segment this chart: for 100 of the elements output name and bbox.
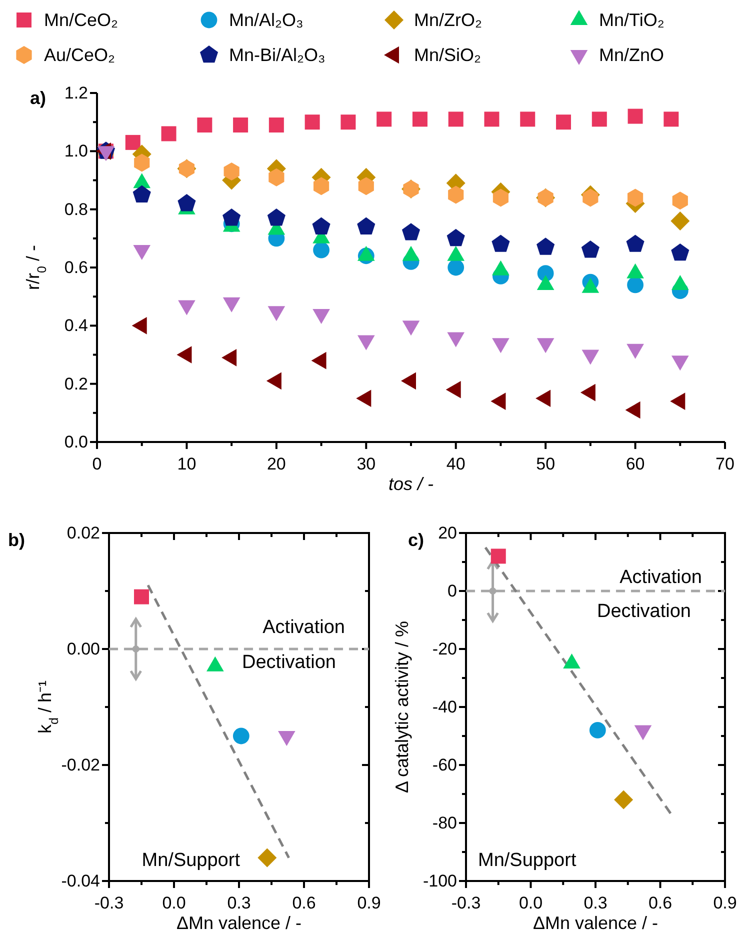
legend-label: Mn/TiO₂ [599, 10, 664, 30]
y-tick-label: 0.4 [64, 316, 88, 336]
point [626, 234, 644, 252]
point [589, 722, 606, 738]
point [134, 154, 150, 172]
point [258, 848, 277, 868]
y-tick-label: -100 [422, 871, 457, 890]
point [313, 242, 330, 258]
point [582, 188, 598, 207]
x-tick-label: 0.0 [162, 894, 186, 913]
point [313, 177, 330, 196]
point [357, 217, 376, 234]
annotation: Activation [620, 567, 702, 588]
legend-label: Au/CeO₂ [44, 45, 116, 65]
point [232, 728, 250, 744]
point [233, 117, 248, 132]
point [268, 168, 284, 186]
annotation: Mn/Support [478, 850, 577, 871]
legend-label: Mn/CeO₂ [44, 10, 118, 30]
point [628, 108, 643, 124]
y-tick-label: 20 [438, 523, 457, 542]
point [340, 114, 356, 130]
x-tick-label: -0.3 [451, 894, 481, 913]
point [614, 790, 634, 810]
point [268, 117, 284, 132]
x-axis-title: tos / - [388, 474, 434, 494]
point [448, 259, 464, 276]
x-tick-label: 20 [266, 454, 286, 474]
point [448, 112, 464, 127]
chart-title: b) [8, 530, 25, 550]
point [312, 217, 330, 234]
x-tick-label: 0.0 [518, 894, 543, 913]
annotation: Activation [262, 617, 345, 638]
x-tick-label: 0.3 [227, 894, 251, 913]
x-tick-label: -0.3 [94, 894, 124, 913]
point [446, 228, 465, 246]
point [197, 117, 212, 132]
point [492, 188, 509, 207]
point [222, 208, 241, 226]
point [402, 223, 420, 240]
chart-title: a) [30, 88, 46, 108]
x-axis-title: ΔMn valence / - [532, 913, 658, 933]
annotation: Dectivation [597, 601, 691, 622]
x-tick-label: 0.6 [292, 894, 316, 913]
y-tick-label: -40 [432, 697, 457, 716]
legend-label: Mn-Bi/Al₂O₃ [229, 45, 326, 65]
point [125, 134, 140, 150]
x-tick-label: 30 [356, 454, 376, 474]
point [664, 112, 679, 127]
y-tick-label: 0.8 [64, 200, 88, 219]
x-tick-label: 40 [446, 454, 466, 474]
annotation: Dectivation [242, 652, 336, 673]
point [358, 177, 374, 196]
y-tick-label: 1.2 [64, 83, 88, 102]
point [670, 211, 690, 230]
legend-label: Mn/ZrO₂ [414, 10, 482, 30]
legend-label: Mn/SiO₂ [414, 45, 482, 65]
y-tick-label: 0.2 [64, 374, 88, 394]
annotation: Mn/Support [142, 850, 241, 871]
x-tick-label: 0.9 [713, 894, 737, 913]
point [581, 240, 600, 258]
point [627, 276, 644, 294]
x-tick-label: 0.9 [357, 894, 381, 913]
point [592, 112, 607, 127]
point [672, 192, 688, 210]
x-tick-label: 0.6 [648, 894, 672, 913]
point [484, 112, 500, 127]
y-tick-label: 1.0 [64, 142, 88, 161]
point [556, 114, 572, 130]
point [224, 162, 240, 181]
y-tick-label: -60 [432, 755, 457, 774]
point [448, 186, 464, 204]
point [267, 208, 286, 226]
y-tick-label: 0.00 [66, 639, 100, 658]
point [412, 112, 428, 127]
legend-label: Mn/Al₂O₃ [229, 10, 304, 30]
y-tick-label: -80 [432, 813, 457, 832]
y-tick-label: 0.02 [66, 523, 100, 542]
y-tick-label: 0.6 [64, 258, 88, 277]
y-tick-label: 0 [448, 581, 457, 600]
legend-label: Mn/ZnO [599, 45, 664, 65]
point [492, 234, 510, 252]
point [178, 194, 196, 212]
point [134, 589, 149, 604]
point [536, 238, 555, 255]
x-tick-label: 50 [536, 454, 556, 474]
x-tick-label: 70 [716, 454, 734, 474]
chart-title: c) [408, 530, 424, 550]
x-axis-title: ΔMn valence / - [176, 913, 302, 933]
x-tick-label: 10 [177, 454, 196, 474]
y-axis-title: Δ catalytic activity / % [392, 620, 412, 794]
point [304, 114, 320, 130]
point [520, 112, 536, 127]
point [627, 188, 644, 207]
point [376, 112, 392, 127]
x-tick-label: 0.3 [584, 894, 608, 913]
point [671, 243, 690, 261]
y-tick-label: 0.0 [64, 432, 88, 452]
point [161, 126, 176, 142]
point [132, 185, 151, 202]
